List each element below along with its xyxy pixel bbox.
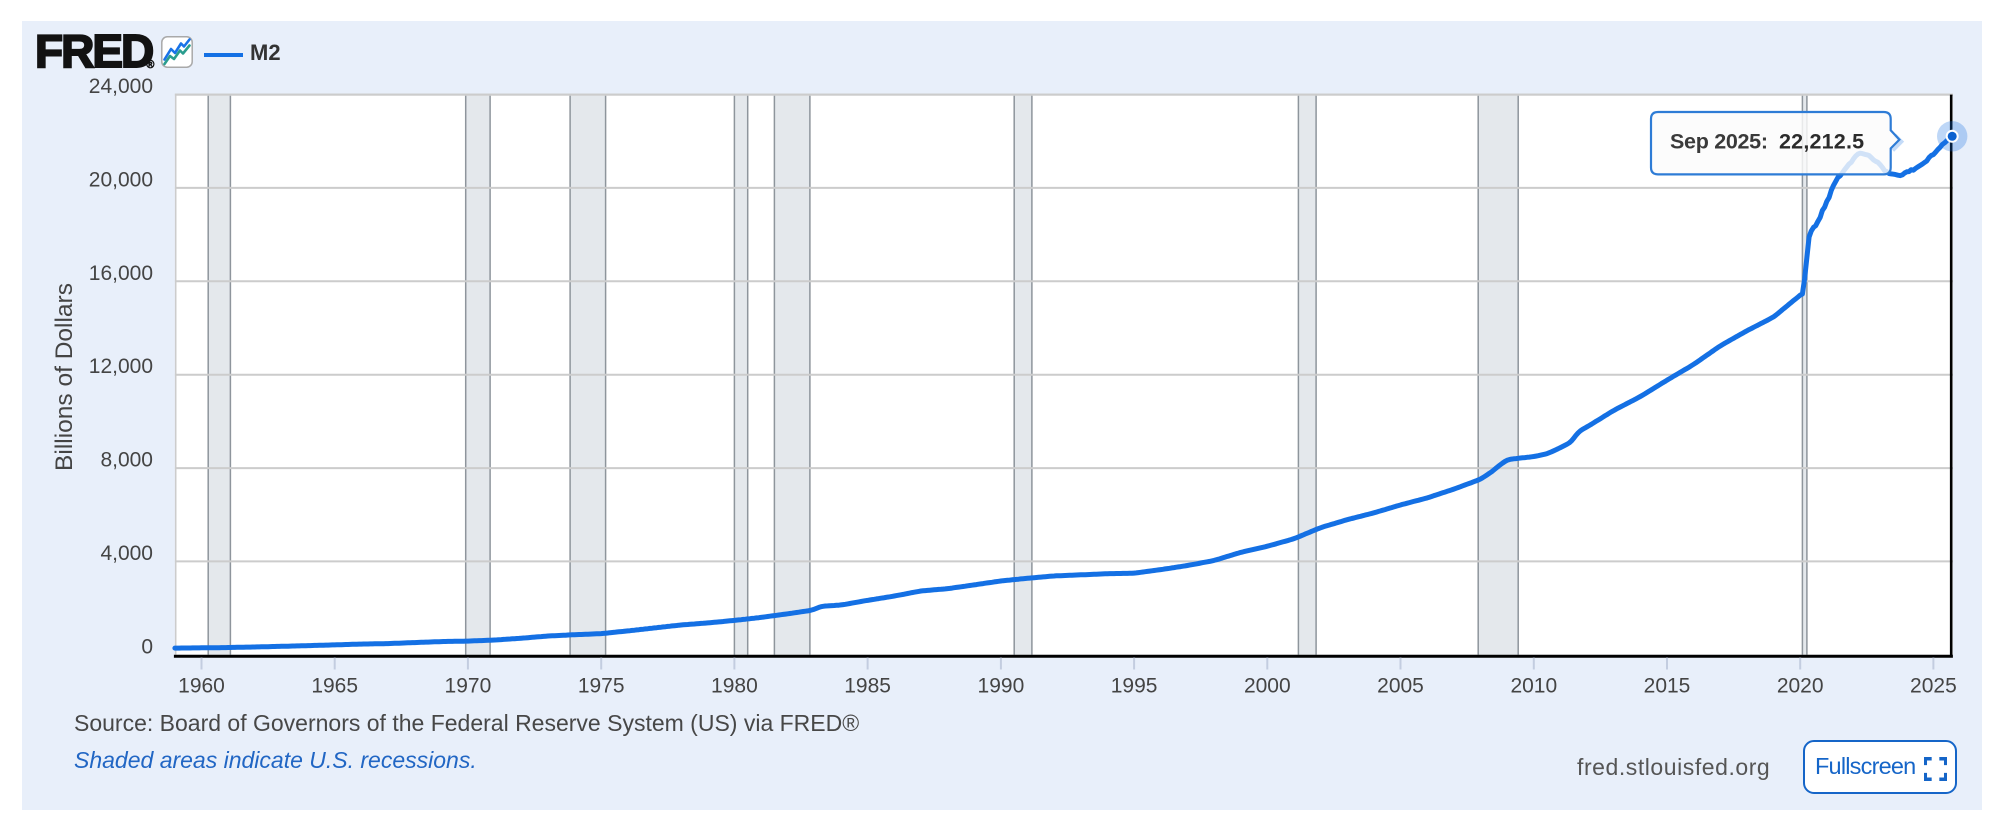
svg-text:1995: 1995 [1111, 675, 1158, 698]
svg-text:1980: 1980 [711, 675, 758, 698]
svg-text:4,000: 4,000 [100, 542, 153, 565]
svg-text:2025: 2025 [1910, 675, 1957, 698]
svg-text:1985: 1985 [844, 675, 891, 698]
svg-text:1960: 1960 [178, 675, 225, 698]
svg-text:20,000: 20,000 [89, 168, 153, 191]
svg-text:22,212.5: 22,212.5 [1779, 130, 1864, 154]
svg-text:Sep 2025:: Sep 2025: [1670, 130, 1768, 154]
svg-text:1990: 1990 [978, 675, 1025, 698]
svg-text:2020: 2020 [1777, 675, 1824, 698]
svg-text:1965: 1965 [311, 675, 358, 698]
svg-text:2000: 2000 [1244, 675, 1291, 698]
svg-text:12,000: 12,000 [89, 355, 153, 378]
svg-text:0: 0 [141, 635, 153, 658]
svg-text:24,000: 24,000 [89, 75, 153, 98]
svg-text:2005: 2005 [1377, 675, 1424, 698]
svg-text:Billions of Dollars: Billions of Dollars [51, 283, 78, 471]
svg-text:2010: 2010 [1510, 675, 1557, 698]
svg-text:1970: 1970 [445, 675, 492, 698]
svg-text:2015: 2015 [1644, 675, 1691, 698]
svg-text:1975: 1975 [578, 675, 625, 698]
svg-text:8,000: 8,000 [100, 449, 153, 472]
svg-text:16,000: 16,000 [89, 262, 153, 285]
